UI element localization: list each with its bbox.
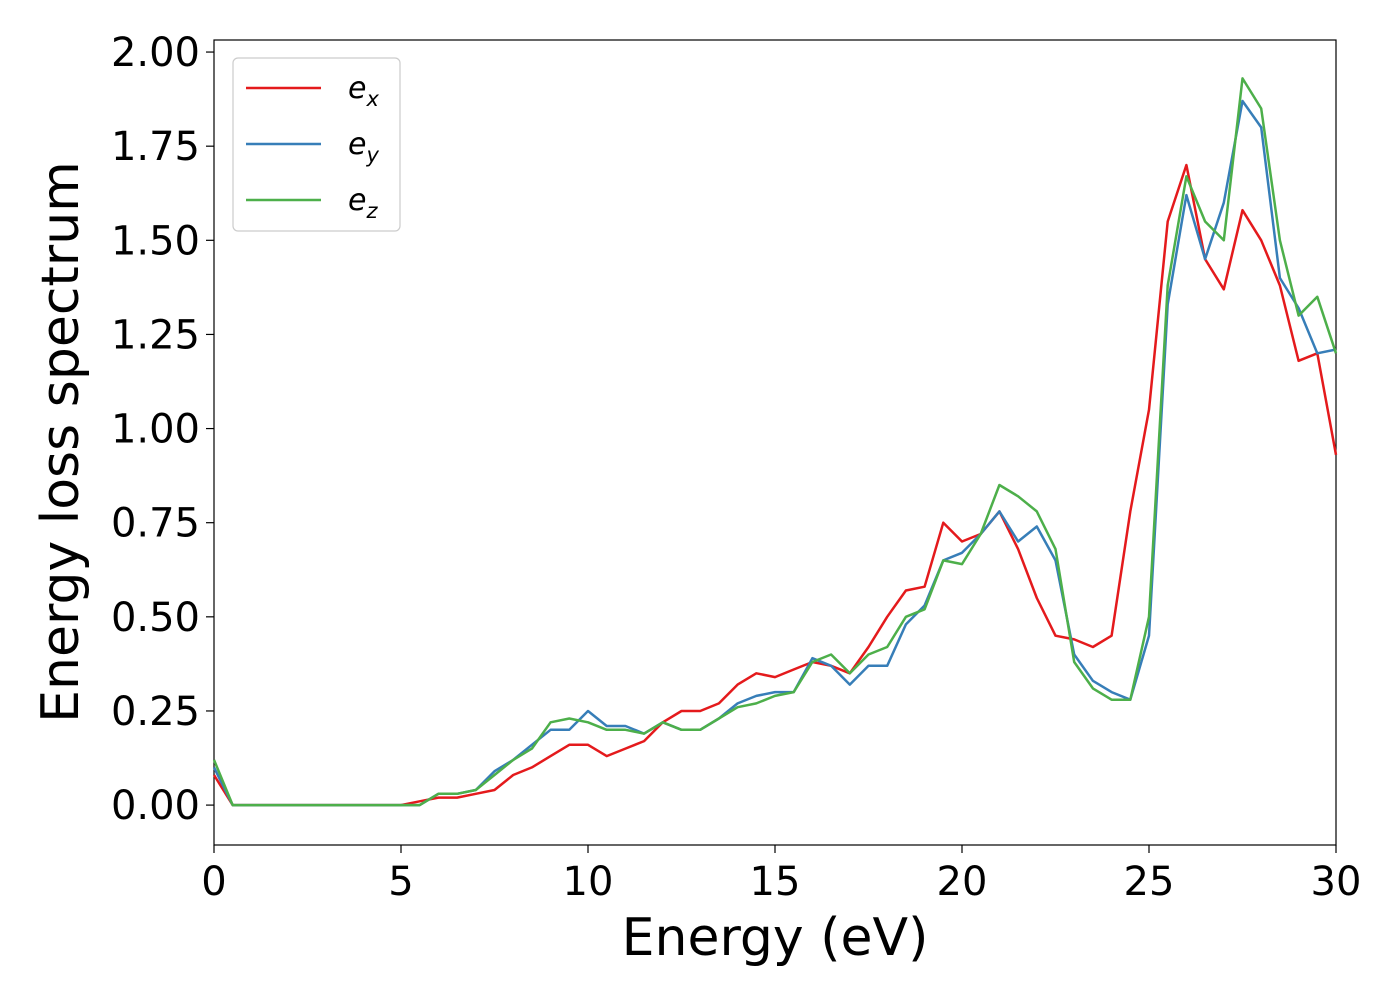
y-tick-label: 1.75 xyxy=(111,124,200,170)
y-tick-label: 0.75 xyxy=(111,501,200,547)
x-tick-label: 5 xyxy=(388,859,413,905)
y-tick-label: 1.50 xyxy=(111,218,200,264)
legend-label: ez xyxy=(348,183,378,223)
x-tick-label: 25 xyxy=(1124,859,1175,905)
series-line xyxy=(212,163,1338,807)
legend-label: ey xyxy=(348,127,379,167)
x-tick-label: 0 xyxy=(201,859,226,905)
x-axis-label: Energy (eV) xyxy=(622,908,929,968)
x-tick-label: 20 xyxy=(937,859,988,905)
y-tick-label: 0.50 xyxy=(111,595,200,641)
y-tick-label: 2.00 xyxy=(111,30,200,76)
y-tick-label: 1.00 xyxy=(111,407,200,453)
y-tick-label: 0.25 xyxy=(111,689,200,735)
y-axis-label: Energy loss spectrum xyxy=(31,161,91,723)
x-tick-label: 30 xyxy=(1311,859,1362,905)
y-tick-label: 0.00 xyxy=(111,783,200,829)
series-line xyxy=(212,77,1338,807)
legend: ex ey ez xyxy=(232,57,401,232)
x-tick-label: 15 xyxy=(750,859,801,905)
y-tick-label: 1.25 xyxy=(111,312,200,358)
x-tick-label: 10 xyxy=(563,859,614,905)
legend-label: ex xyxy=(348,71,379,111)
